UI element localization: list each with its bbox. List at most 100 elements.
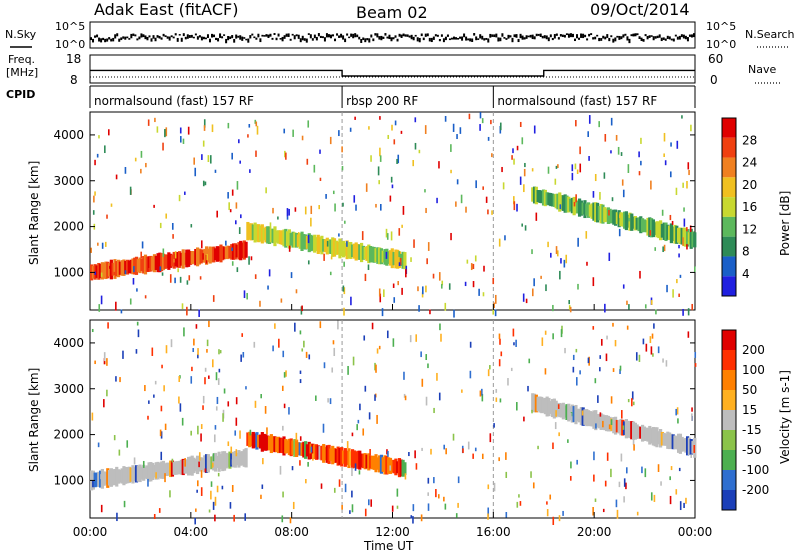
echo-speck [98, 304, 101, 312]
echo-cell [613, 209, 618, 226]
noise-point [186, 34, 189, 39]
echo-speck [235, 449, 238, 457]
echo-speck [501, 166, 503, 173]
echo-speck [307, 461, 309, 467]
echo-speck [106, 214, 108, 219]
echo-speck [528, 358, 531, 364]
echo-speck [519, 176, 522, 185]
noise-point [273, 33, 276, 36]
echo-speck [436, 372, 438, 381]
echo-speck [612, 322, 614, 327]
noise-point [646, 35, 649, 40]
echo-cell [666, 224, 670, 240]
echo-speck [414, 142, 417, 150]
echo-speck [282, 491, 284, 498]
echo-cell [534, 394, 538, 413]
echo-speck [272, 345, 274, 352]
echo-speck [472, 453, 474, 459]
noise-point [672, 38, 675, 42]
noise-point [666, 35, 669, 39]
echo-speck [513, 158, 515, 165]
echo-cell [287, 438, 291, 456]
echo-cell [230, 453, 234, 467]
echo-speck [343, 261, 345, 267]
echo-speck [640, 137, 642, 144]
echo-cell [293, 232, 297, 248]
echo-speck [229, 502, 232, 509]
echo-cell [612, 417, 616, 434]
echo-cell [599, 203, 603, 224]
noise-point [539, 33, 542, 37]
echo-speck [627, 164, 630, 173]
freq-panel-frame [89, 54, 696, 84]
noise-point [404, 34, 407, 37]
echo-cell [394, 458, 398, 476]
echo-cell [608, 208, 612, 224]
echo-speck [202, 253, 204, 260]
echo-cell [642, 219, 646, 233]
echo-speck [210, 490, 212, 500]
colorbar-swatch [722, 390, 736, 410]
echo-cell [97, 471, 101, 487]
echo-speck [617, 146, 620, 155]
echo-speck [171, 458, 174, 463]
echo-cell [320, 445, 324, 461]
echo-cell [143, 466, 148, 479]
date-title: 09/Oct/2014 [590, 0, 690, 19]
range-tick-label: 1000 [53, 473, 84, 487]
echo-cell [345, 450, 349, 465]
echo-cell [131, 258, 135, 275]
echo-speck [599, 191, 601, 200]
echo-speck [387, 134, 390, 140]
echo-speck [364, 273, 367, 282]
echo-cell [545, 192, 549, 205]
noise-point [563, 34, 566, 38]
noise-point [317, 33, 320, 37]
echo-cell [343, 448, 347, 467]
echo-speck [375, 364, 377, 373]
echo-speck [142, 460, 145, 468]
noise-point [434, 34, 437, 37]
noise-point [586, 38, 589, 41]
echo-speck [239, 430, 241, 439]
echo-speck [569, 306, 572, 313]
echo-cell [358, 450, 362, 470]
colorbar-swatch [722, 470, 736, 490]
echo-cell [660, 431, 664, 446]
echo-cell [165, 462, 169, 477]
echo-speck [398, 228, 401, 236]
echo-cell [210, 247, 214, 263]
echo-speck [119, 377, 121, 383]
echo-speck [535, 212, 538, 221]
echo-speck [91, 412, 94, 421]
echo-cell [293, 439, 297, 457]
echo-speck [206, 254, 208, 261]
echo-cell [667, 432, 672, 450]
echo-speck [438, 272, 441, 281]
echo-speck [686, 244, 688, 250]
noise-point [483, 38, 486, 41]
colorbar-swatch [722, 370, 736, 390]
echo-speck [264, 406, 267, 414]
echo-speck [193, 157, 195, 165]
echo-speck [165, 345, 168, 354]
echo-speck [179, 276, 182, 283]
echo-speck [523, 168, 526, 177]
echo-cell [352, 243, 356, 259]
noise-point [390, 37, 393, 42]
echo-speck [669, 495, 672, 505]
echo-speck [410, 257, 412, 262]
echo-cell [136, 259, 140, 273]
echo-speck [93, 195, 95, 203]
noise-point [92, 38, 95, 43]
echo-speck [599, 367, 601, 372]
echo-cell [318, 446, 322, 460]
echo-speck [636, 511, 639, 516]
echo-speck [228, 202, 230, 211]
echo-speck [694, 351, 697, 358]
echo-speck [197, 354, 199, 359]
echo-speck [604, 303, 606, 313]
noise-point [138, 36, 141, 40]
echo-speck [399, 258, 402, 266]
echo-cell [392, 251, 396, 266]
